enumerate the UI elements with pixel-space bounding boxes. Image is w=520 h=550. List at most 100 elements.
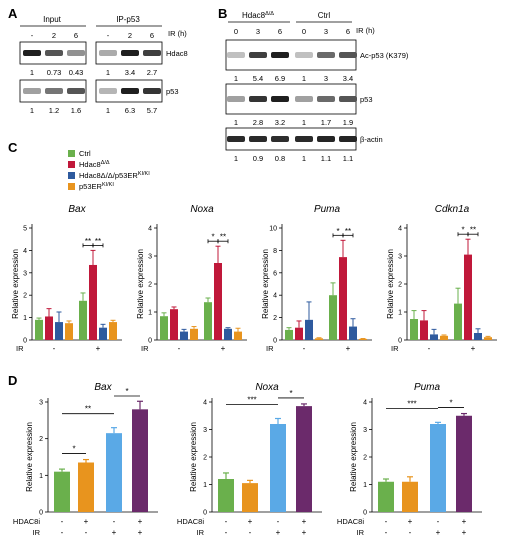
c-bar [214,263,222,340]
panel-letter-a: A [8,6,18,21]
b-lane-5: 6 [346,27,350,36]
b-group1-label: Hdac8Δ/Δ [242,11,274,20]
a-quant: 5.7 [147,106,157,115]
d-row-label: HDAC8i [13,517,40,526]
a-band [45,50,63,56]
b-quant: 1.9 [343,118,353,127]
c-ylabel: Relative expression [11,249,20,319]
panel-letter-c: C [8,140,18,155]
y-tick-label: 4 [273,293,277,300]
legend-label: p53ERKI/KI [79,182,114,191]
a-blot-name: p53 [166,87,179,96]
d-ylabel: Relative expression [189,422,198,492]
d-bar [296,406,312,512]
y-tick-label: 2 [39,436,43,443]
y-tick-label: 4 [363,400,367,407]
y-tick-label: 3 [398,254,402,261]
sig-label: * [461,226,464,235]
c-bar [55,322,63,340]
d-chart-title: Puma [414,382,441,393]
y-tick-label: 4 [148,226,152,233]
c-ir-tick: - [178,344,181,353]
c-bar [315,338,323,340]
c-ir-tick: - [428,344,431,353]
b-quant: 2.8 [253,118,263,127]
a-lane-input-0: - [31,31,34,40]
panel-letter-b: B [218,6,227,21]
c-bar [109,322,117,340]
c-ylabel: Relative expression [386,249,395,319]
y-tick-label: 2 [363,455,367,462]
d-row-label: HDAC8i [177,517,204,526]
b-quant: 1 [302,118,306,127]
y-tick-label: 0 [148,338,152,345]
c-bar [430,334,438,340]
d-ylabel: Relative expression [349,422,358,492]
b-lane-labels: 0 3 6 0 3 6 [234,27,350,36]
b-band [227,52,245,58]
d-row-label: HDAC8i [337,517,364,526]
b-band [271,136,289,142]
a-band [45,88,63,94]
b-quant: 0.8 [275,154,285,163]
d-row-value: + [138,517,143,526]
legend-swatch [68,161,75,168]
a-quant: 3.4 [125,68,135,77]
y-tick-label: 2 [398,282,402,289]
d-bar [132,409,148,512]
sig-label: * [125,387,128,396]
a-lane-ip-1: 2 [128,31,132,40]
d-row-value: - [249,528,252,537]
b-band [271,52,289,58]
y-tick-label: 10 [269,226,277,233]
y-tick-label: 1 [148,310,152,317]
c-ir-tick: + [221,344,226,353]
a-blots: Hdac8 1 0.73 0.43 1 3.4 2.7 p53 1 1.2 1.6 1 6.3 5.7 [19,41,188,115]
c-bar [484,337,492,340]
c-bar [295,327,303,340]
y-tick-label: 2 [203,455,207,462]
d-bar [54,471,70,512]
c-bar [35,319,43,340]
sig-label: ** [345,227,351,236]
y-tick-label: 0 [273,338,277,345]
c-chart-title: Puma [314,204,341,215]
y-tick-label: 1 [363,482,367,489]
y-tick-label: 0 [363,510,367,517]
d-row-value: - [277,517,280,526]
a-quant: 6.3 [125,106,135,115]
b-quant: 1 [234,74,238,83]
a-band [121,88,139,94]
b-group2-label: Ctrl [318,11,331,20]
a-lane-ip-0: - [107,31,110,40]
a-quant: 1 [106,106,110,115]
b-band [227,96,245,102]
y-tick-label: 1 [203,482,207,489]
b-blots: Ac-p53 (K379) 1 5.4 6.9 1 3 3.4 p53 1 2.8 3.2 1 1.7 1… [225,39,409,163]
b-quant: 1 [234,118,238,127]
b-band [339,52,357,58]
a-band [121,50,139,56]
a-band [143,50,161,56]
c-bar [160,316,168,340]
d-row-value: + [462,528,467,537]
y-tick-label: 0 [23,338,27,345]
a-quant: 1.2 [49,106,59,115]
c-ylabel: Relative expression [136,249,145,319]
a-quant: 1.6 [71,106,81,115]
a-quant: 2.7 [147,68,157,77]
b-lane-3: 0 [302,27,306,36]
a-band [23,50,41,56]
c-bar [305,319,313,340]
b-band [249,96,267,102]
c-bar [190,328,198,340]
c-chart-title: Cdkn1a [435,204,470,215]
sig-label: * [336,227,339,236]
b-band [271,96,289,102]
d-row-value: - [225,528,228,537]
d-row-value: - [61,528,64,537]
c-bar [89,264,97,340]
